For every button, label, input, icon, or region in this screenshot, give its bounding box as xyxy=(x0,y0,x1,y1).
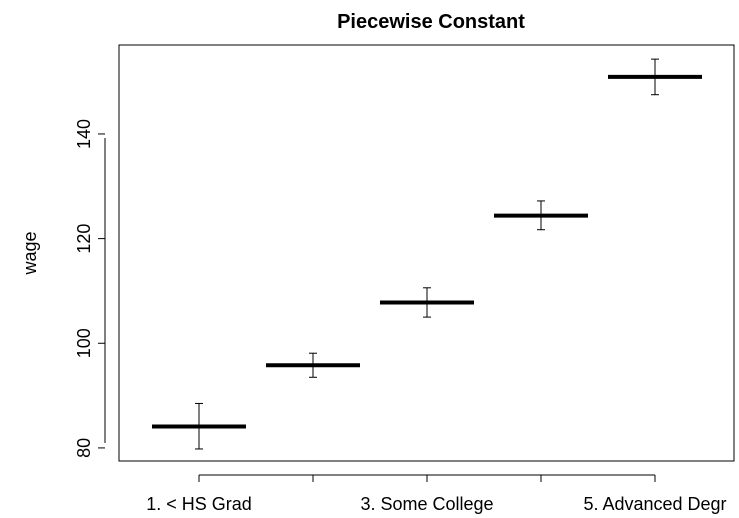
y-axis-label: wage xyxy=(20,231,40,275)
chart-title: Piecewise Constant xyxy=(337,11,525,33)
x-tick-label: 5. Advanced Degr xyxy=(583,494,726,514)
plot-frame xyxy=(118,44,735,462)
y-tick-label: 120 xyxy=(74,224,94,254)
y-tick-label: 100 xyxy=(74,328,94,358)
x-tick-label: 3. Some College xyxy=(360,494,493,514)
x-ticks: 1. < HS Grad 3. Some College 5. Advanced D… xyxy=(146,475,727,514)
y-tick-label: 140 xyxy=(74,119,94,149)
x-tick-label: 1. < HS Grad xyxy=(146,494,252,514)
data-marks xyxy=(152,58,702,450)
y-ticks: 80 100 120 140 xyxy=(74,119,105,458)
y-tick-label: 80 xyxy=(74,438,94,458)
